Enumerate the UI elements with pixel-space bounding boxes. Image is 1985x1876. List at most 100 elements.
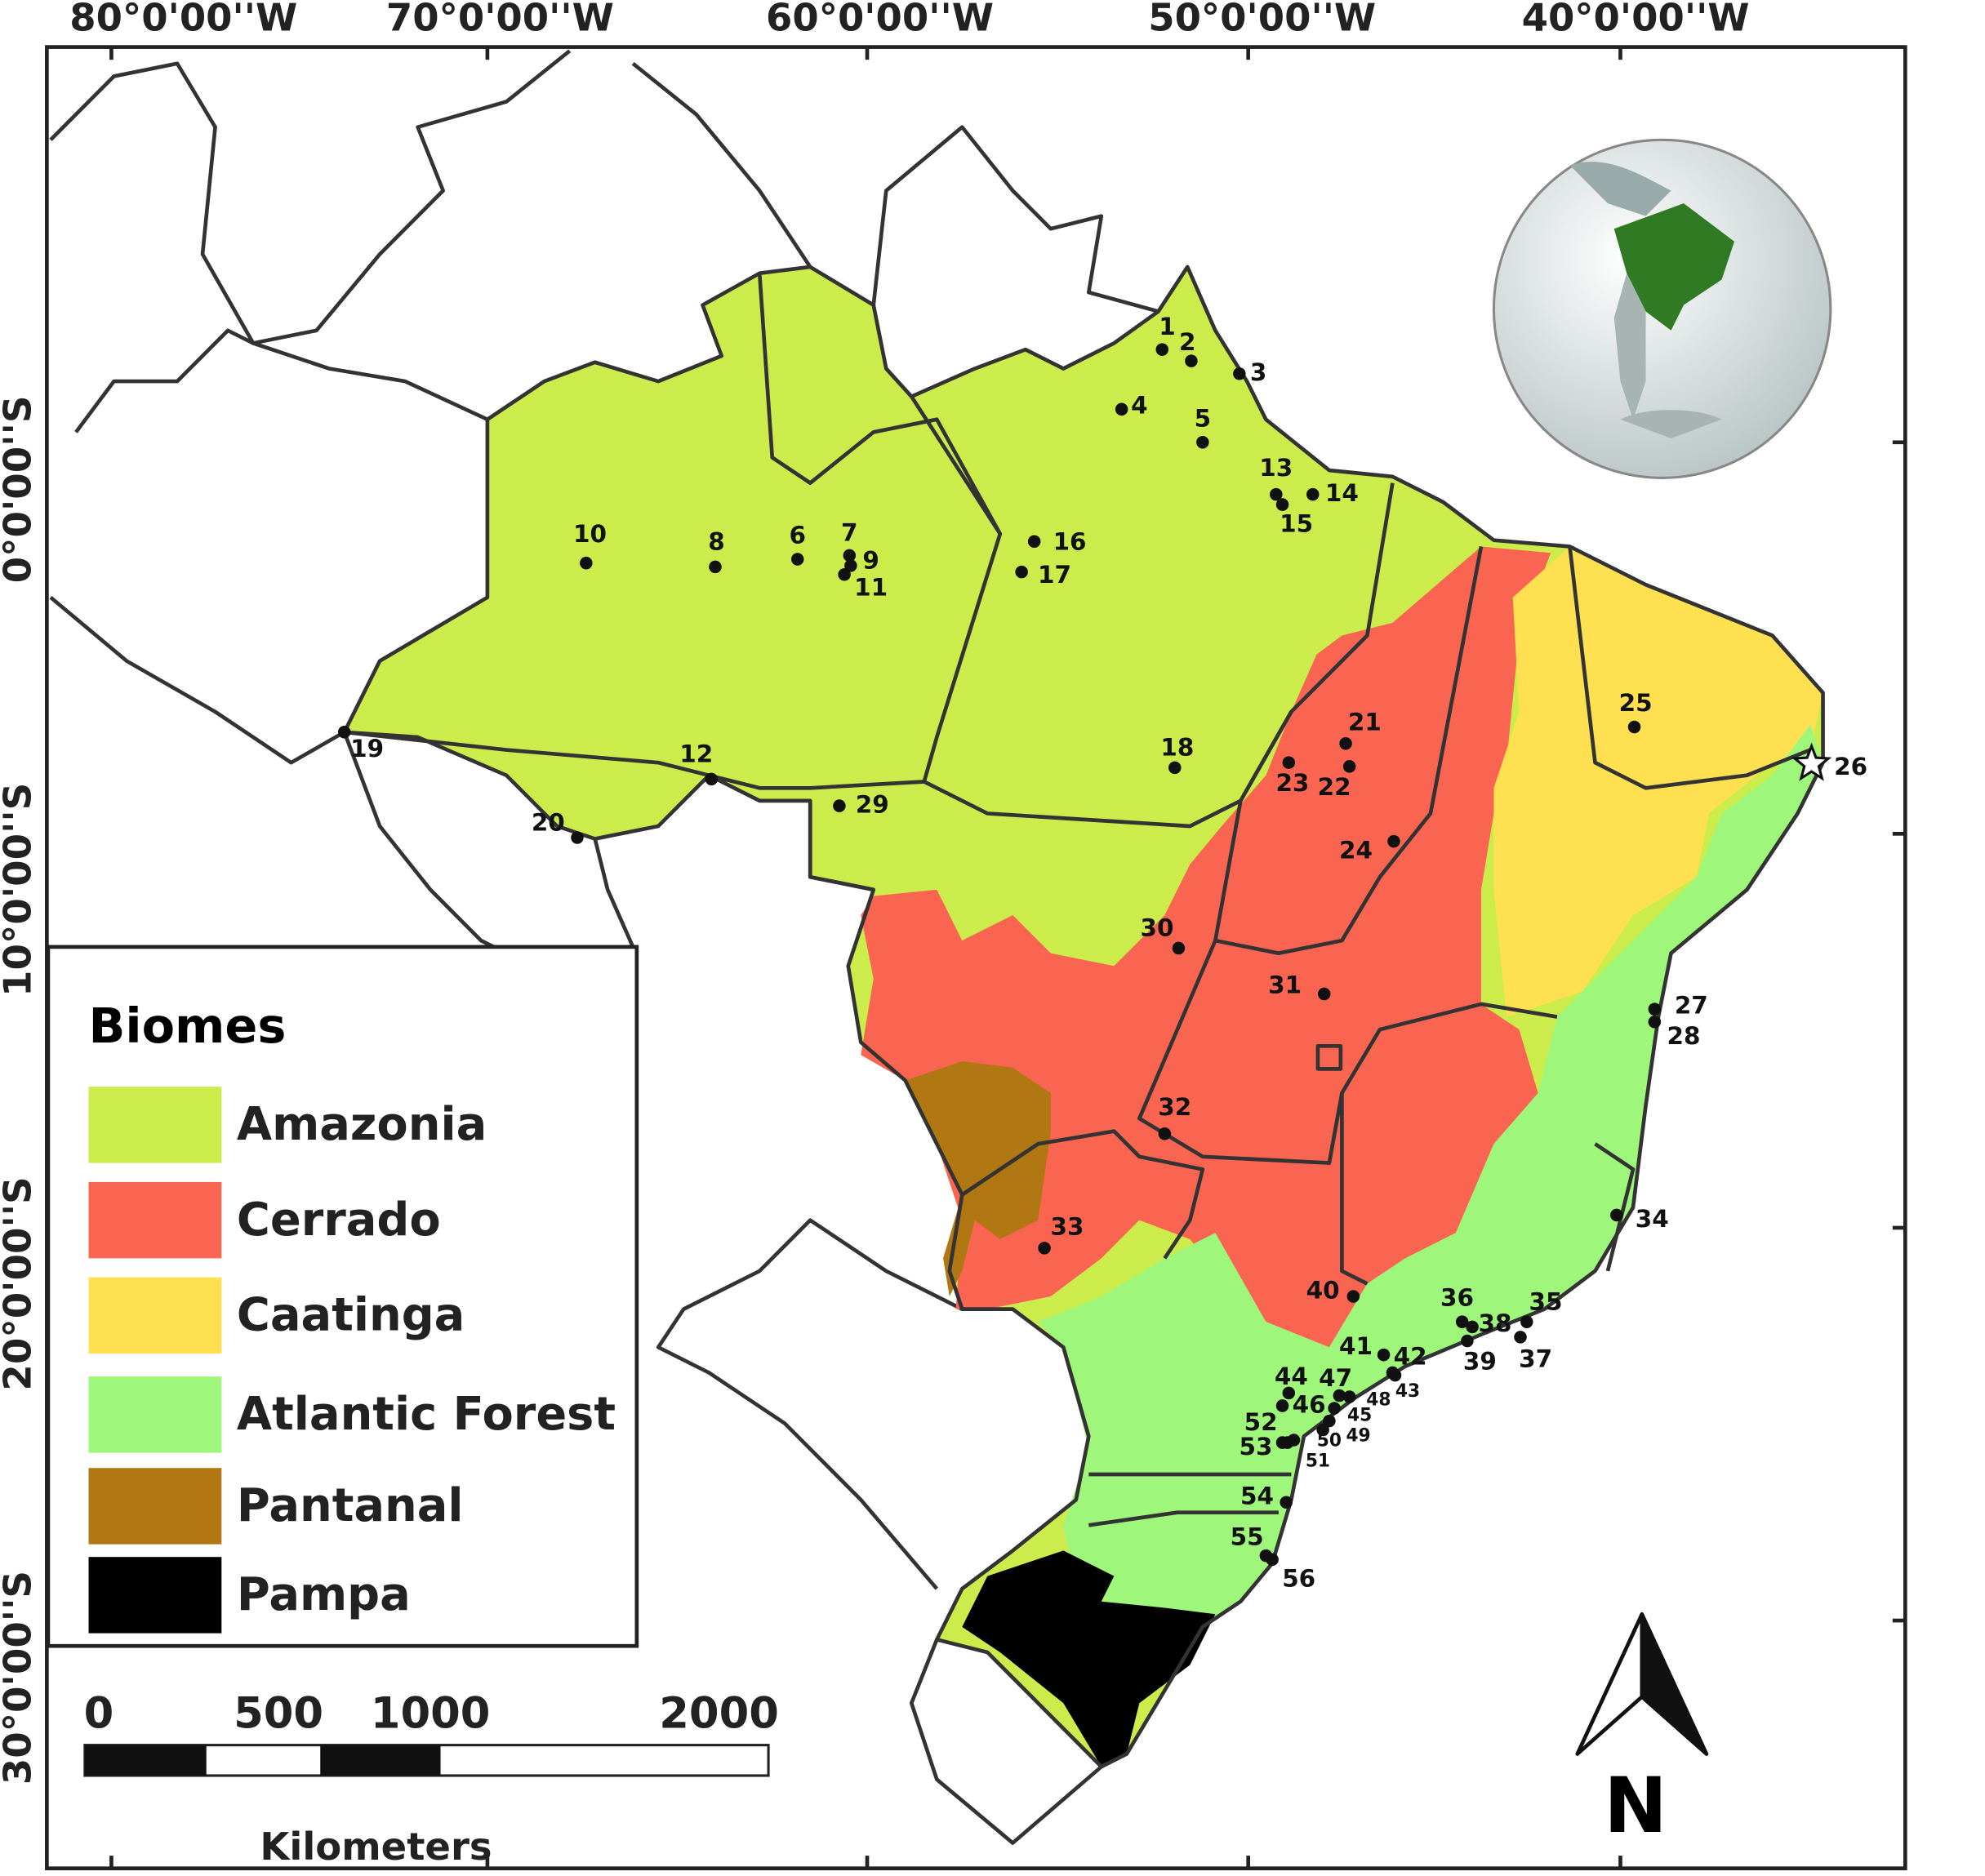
- site-point: [1648, 1002, 1662, 1016]
- legend-label: Pampa: [237, 1568, 411, 1621]
- site-point: [1388, 1368, 1402, 1382]
- site-point: [1275, 1399, 1289, 1412]
- site-label: 6: [789, 521, 805, 549]
- site-label: 5: [1195, 404, 1211, 432]
- legend-label: Amazonia: [237, 1098, 487, 1151]
- site-point: [1466, 1320, 1479, 1334]
- site-label: 43: [1395, 1381, 1420, 1402]
- scale-bar: [83, 1744, 770, 1777]
- site-label: 31: [1268, 971, 1302, 999]
- legend-label: Caatinga: [237, 1289, 465, 1342]
- site-point: [843, 549, 857, 562]
- latitude-label: 20°0'00''S: [0, 1176, 39, 1390]
- longitude-label: 60°0'00''W: [766, 0, 994, 39]
- site-point: [1172, 941, 1186, 955]
- latitude-label: 30°0'00''S: [0, 1571, 39, 1785]
- site-label: 35: [1529, 1287, 1563, 1315]
- site-label: 45: [1347, 1405, 1372, 1425]
- site-point: [838, 567, 851, 581]
- site-label: 13: [1259, 454, 1293, 482]
- site-point: [1282, 756, 1296, 769]
- site-label: 42: [1394, 1342, 1427, 1370]
- legend-swatch: [88, 1468, 222, 1545]
- site-label: 46: [1293, 1390, 1326, 1418]
- site-label: 27: [1675, 992, 1708, 1020]
- longitude-label: 80°0'00''W: [69, 0, 297, 39]
- scale-unit: Kilometers: [260, 1825, 492, 1869]
- site-point: [1233, 367, 1246, 380]
- biome-caatinga: [1493, 546, 1823, 1017]
- site-point: [1306, 487, 1320, 501]
- site-point: [1342, 1390, 1356, 1403]
- scale-label: 2000: [659, 1688, 779, 1738]
- scale-label: 0: [84, 1688, 114, 1738]
- scale-label: 1000: [371, 1688, 491, 1738]
- site-label: 25: [1619, 689, 1653, 717]
- state-borders: [344, 273, 1811, 1527]
- site-label: 15: [1280, 509, 1313, 537]
- site-label: 4: [1131, 392, 1147, 420]
- site-point: [571, 831, 584, 844]
- north-arrow: [1575, 1611, 1709, 1756]
- site-label: 1: [1159, 313, 1175, 340]
- site-label: 51: [1306, 1451, 1330, 1471]
- site-label: 37: [1519, 1345, 1552, 1372]
- site-label: 26: [1834, 753, 1867, 780]
- site-label: 39: [1463, 1347, 1497, 1375]
- longitude-label: 70°0'00''W: [386, 0, 614, 39]
- site-point: [1196, 436, 1209, 449]
- site-point: [1280, 1436, 1294, 1449]
- site-point: [1520, 1315, 1533, 1328]
- globe-inset: [1492, 138, 1832, 479]
- site-point: [833, 799, 846, 812]
- graticule-ticks: [109, 47, 1906, 1869]
- longitude-label: 50°0'00''W: [1148, 0, 1376, 39]
- latitude-label: 10°0'00''S: [0, 783, 39, 997]
- site-label: 50: [1317, 1431, 1342, 1451]
- site-label: 53: [1239, 1433, 1272, 1460]
- site-point: [1316, 1423, 1329, 1437]
- site-point: [1627, 720, 1641, 734]
- legend-label: Atlantic Forest: [237, 1388, 616, 1441]
- site-label: 19: [350, 735, 384, 762]
- site-label: 2: [1179, 328, 1195, 356]
- site-point: [337, 725, 351, 739]
- site-label: 14: [1325, 479, 1359, 507]
- site-label: 32: [1158, 1093, 1191, 1121]
- site-point: [1282, 1386, 1296, 1400]
- site-point: [1015, 565, 1028, 579]
- site-label: 52: [1244, 1408, 1278, 1436]
- site-label: 55: [1231, 1523, 1264, 1550]
- site-label: 9: [862, 547, 879, 575]
- site-label: 40: [1306, 1276, 1340, 1304]
- site-label: 7: [841, 518, 857, 546]
- latitude-label: 0°0'00''S: [0, 395, 39, 583]
- biome-pantanal: [905, 1061, 1051, 1297]
- site-label: 23: [1275, 769, 1309, 797]
- site-label: 54: [1240, 1483, 1274, 1510]
- site-label: 48: [1366, 1390, 1391, 1411]
- legend-swatch: [88, 1087, 222, 1163]
- site-point: [709, 560, 722, 574]
- site-point: [790, 553, 804, 566]
- site-point: [1158, 1127, 1172, 1140]
- site-label: 10: [573, 520, 607, 548]
- site-label: 28: [1667, 1022, 1701, 1050]
- scale-label: 500: [234, 1688, 323, 1738]
- longitude-label: 40°0'00''W: [1522, 0, 1750, 39]
- legend-swatch: [88, 1181, 222, 1259]
- site-point: [1168, 761, 1182, 775]
- site-point: [1342, 760, 1356, 773]
- site-label: 29: [856, 791, 889, 819]
- legend-title: Biomes: [89, 998, 287, 1054]
- site-label: 36: [1440, 1284, 1474, 1312]
- site-point: [1455, 1315, 1469, 1328]
- site-label: 56: [1282, 1565, 1315, 1593]
- site-point: [1339, 737, 1352, 750]
- site-point: [1333, 1389, 1346, 1403]
- site-label: 3: [1250, 358, 1266, 386]
- site-label: 34: [1636, 1205, 1669, 1233]
- site-point: [1514, 1331, 1527, 1344]
